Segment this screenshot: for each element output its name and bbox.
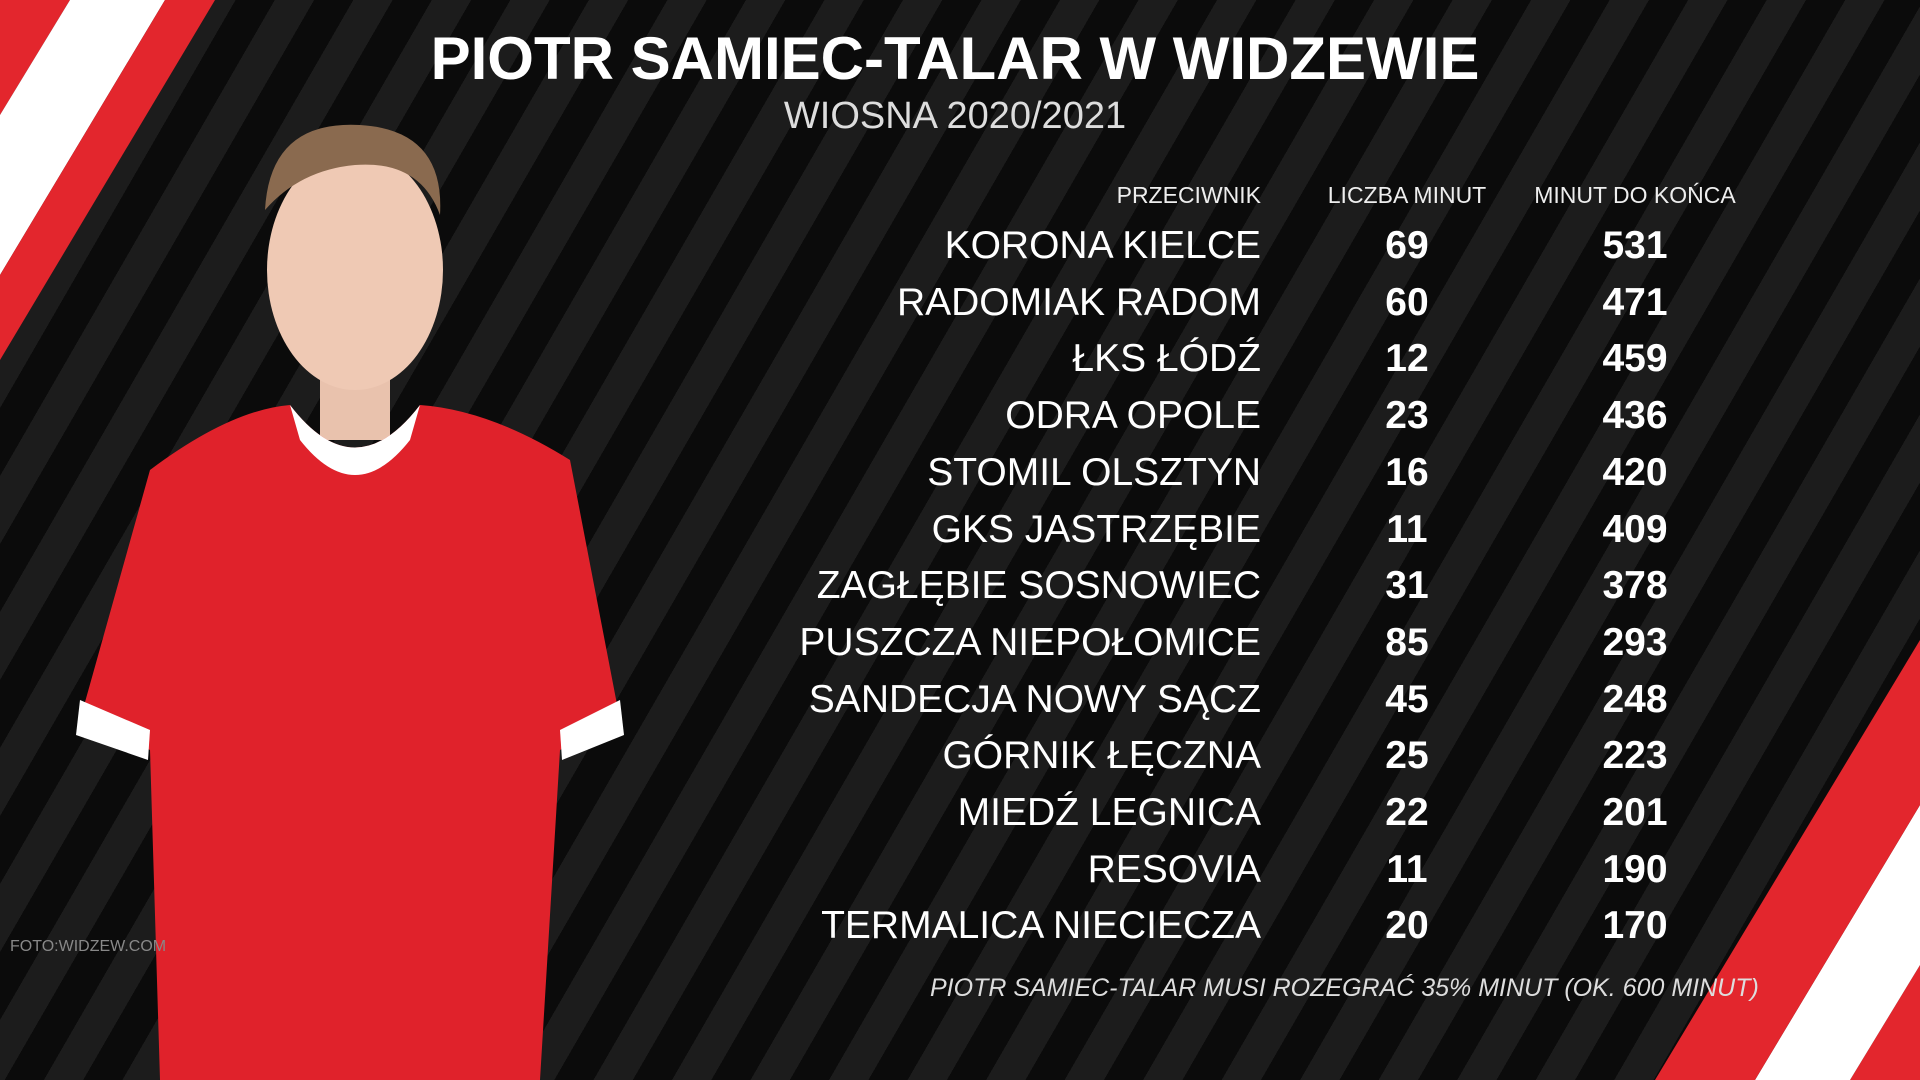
minutes-left: 459	[1602, 337, 1668, 381]
title: PIOTR SAMIEC-TALAR W WIDZEWIE	[430, 25, 1480, 92]
photo-credit: FOTO:WIDZEW.COM	[10, 938, 167, 955]
opponent: ZAGŁĘBIE SOSNOWIEC	[816, 564, 1261, 608]
minutes-left: 293	[1602, 620, 1668, 664]
minutes: 11	[1386, 507, 1428, 551]
minutes-left: 248	[1602, 677, 1668, 721]
minutes-left: 378	[1602, 564, 1668, 608]
minutes: 31	[1385, 564, 1429, 608]
minutes: 22	[1385, 791, 1429, 834]
corner-stripe	[0, 0, 215, 360]
minutes: 16	[1385, 450, 1429, 494]
minutes: 11	[1386, 847, 1428, 891]
minutes-left: 409	[1602, 507, 1668, 551]
minutes-left: 531	[1602, 224, 1668, 267]
minutes-left: 436	[1602, 394, 1668, 438]
opponent: RADOMIAK RADOM	[896, 280, 1261, 324]
column-header: MINUT DO KOŃCA	[1534, 182, 1736, 208]
minutes: 23	[1385, 394, 1429, 438]
opponent: RESOVIA	[1087, 847, 1261, 891]
minutes-left: 170	[1602, 904, 1668, 948]
opponent: MIEDŹ LEGNICA	[957, 791, 1261, 834]
footnote: PIOTR SAMIEC-TALAR MUSI ROZEGRAĆ 35% MIN…	[930, 974, 1759, 1002]
player-photo	[76, 124, 624, 1080]
minutes-left: 420	[1602, 450, 1668, 494]
opponent: PUSZCZA NIEPOŁOMICE	[799, 620, 1261, 664]
minutes: 60	[1385, 280, 1429, 324]
minutes-left: 201	[1602, 791, 1668, 834]
opponent: GÓRNIK ŁĘCZNA	[942, 734, 1261, 778]
opponent: TERMALICA NIECIECZA	[821, 904, 1261, 948]
minutes: 25	[1385, 734, 1429, 778]
opponent: STOMIL OLSZTYN	[927, 450, 1261, 494]
column-header: PRZECIWNIK	[1116, 182, 1261, 208]
minutes-left: 471	[1602, 280, 1668, 324]
minutes: 85	[1385, 620, 1429, 664]
minutes-left: 190	[1602, 847, 1668, 891]
opponent: ODRA OPOLE	[1005, 394, 1261, 438]
corner-stripe	[1655, 640, 1920, 1080]
minutes: 69	[1385, 224, 1429, 267]
opponent: GKS JASTRZĘBIE	[931, 507, 1261, 551]
opponent: SANDECJA NOWY SĄCZ	[808, 677, 1261, 721]
subtitle: WIOSNA 2020/2021	[783, 95, 1127, 137]
opponent: ŁKS ŁÓDŹ	[1072, 337, 1261, 381]
minutes: 45	[1385, 677, 1429, 721]
opponent: KORONA KIELCE	[944, 224, 1261, 267]
minutes: 20	[1385, 904, 1429, 948]
minutes-left: 223	[1602, 734, 1668, 778]
minutes: 12	[1385, 337, 1429, 381]
column-header: LICZBA MINUT	[1327, 182, 1487, 208]
